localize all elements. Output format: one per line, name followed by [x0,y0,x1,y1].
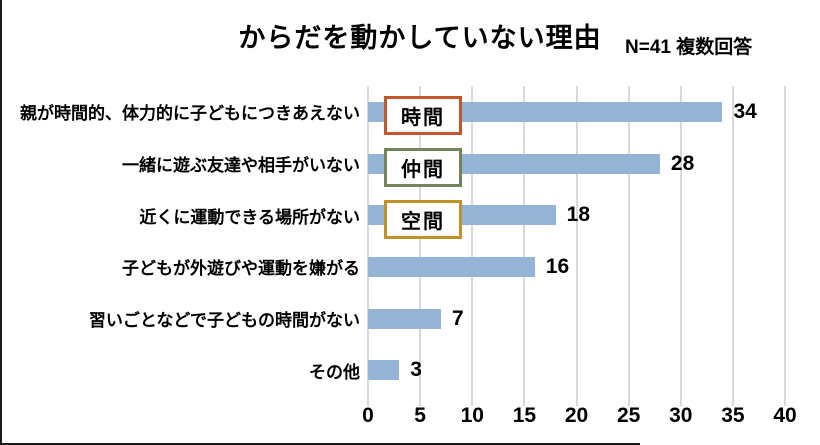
chart-frame-bottom [0,443,640,445]
gridline [419,86,422,406]
bar [368,308,441,329]
bar-value-label: 3 [410,358,422,382]
category-label: 子どもが外遊びや運動を嫌がる [122,259,360,279]
x-tick-label: 0 [362,404,374,427]
gridline [731,86,734,406]
x-axis: 0 5 10 15 20 25 30 35 40 [362,404,797,436]
bar-row: 7 [368,293,785,345]
x-tick-label: 35 [721,404,745,427]
category-label: その他 [309,362,360,382]
bar [368,360,400,381]
annotation-box: 空間 [384,199,462,239]
plot-area: 34 28 18 16 7 3 時間仲間空間 [367,86,786,406]
gridline [367,86,369,406]
gridline [784,86,786,406]
annotation-box: 仲間 [384,148,462,187]
annotation-label: 仲間 [401,159,445,181]
gridline [627,86,630,406]
annotation-label: 空間 [401,210,445,233]
category-label: 習いごとなどで子どもの時間がない [88,311,360,331]
x-tick-label: 10 [460,404,484,427]
bar-row: 16 [368,241,785,293]
x-tick-label: 25 [616,404,641,427]
category-label: 親が時間的、体力的に子どもにつきあえない [20,104,360,124]
x-tick-label: 5 [414,404,426,427]
annotation-label: 時間 [401,107,445,130]
bar-value-label: 18 [566,203,590,227]
chart-title: からだを動かしていない理由 [238,23,602,53]
bar [368,256,535,277]
category-label: 一緒に遊ぶ友達や相手がいない [122,156,360,175]
gridline [575,86,578,406]
bar-row: 3 [368,344,785,396]
x-tick-label: 40 [773,404,797,427]
chart-frame-left [0,0,2,445]
bar-value-label: 7 [451,306,464,330]
category-label: 近くに運動できる場所がない [139,207,360,227]
x-tick-label: 20 [564,404,589,427]
bar-value-label: 16 [545,254,570,278]
sample-size-label: N=41 複数回答 [625,37,753,58]
x-tick-label: 15 [512,404,537,427]
gridline [471,86,474,406]
annotation-box: 時間 [384,96,462,136]
category-axis: 親が時間的、体力的に子どもにつきあえない一緒に遊ぶ友達や相手がいない近くに運動で… [6,86,360,396]
gridline [679,86,682,406]
bar-value-label: 34 [733,99,757,123]
gridline [523,86,526,406]
bar-value-label: 28 [670,151,695,175]
x-tick-label: 30 [669,404,693,427]
